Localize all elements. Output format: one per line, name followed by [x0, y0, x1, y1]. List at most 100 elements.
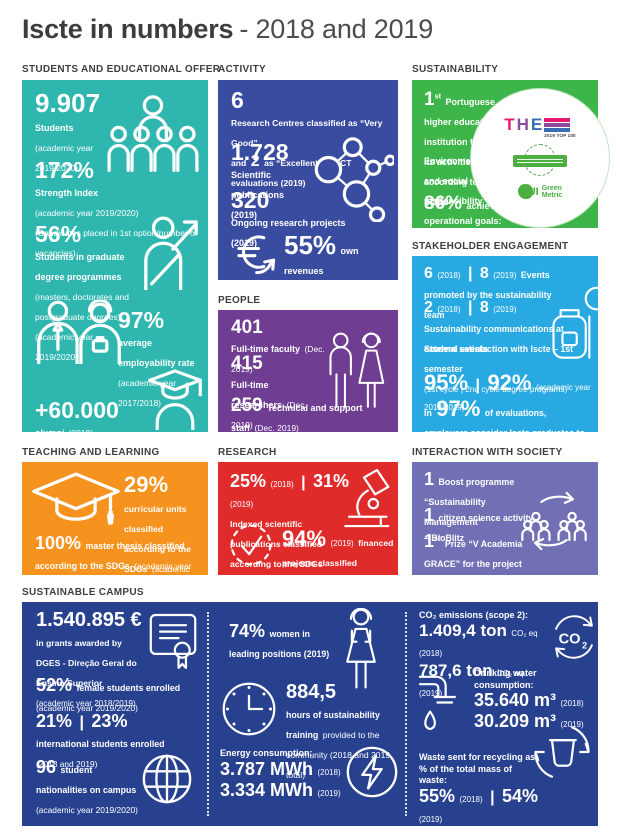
campus-nationalities: 96 student nationalities on campus (acad… — [36, 758, 138, 819]
globe-icon — [140, 752, 194, 806]
stat-label: Strength Index — [35, 188, 99, 199]
stat-note: (Dec. 2019) — [231, 399, 307, 430]
community-cycle-icon — [516, 490, 592, 552]
stat-text: Sustainability communications at externa… — [424, 324, 564, 354]
campus-co2: CO₂ emissions (scope 2): 1.409,4 ton CO₂… — [419, 610, 544, 702]
stat-note: (academic year 2018/2019) — [134, 561, 192, 571]
certificate-icon — [148, 610, 198, 670]
stat-value: 1 — [424, 89, 435, 110]
stat-label: alumni — [35, 428, 64, 432]
the-logo-bars: 2019 TOP 100 — [544, 118, 576, 138]
stat-label: Technical and support staff — [231, 403, 363, 432]
stat-note: (2018 and 2019) — [36, 759, 98, 769]
stat-value: 94% — [282, 526, 327, 551]
woman-icon — [340, 608, 382, 690]
campus-international-students: 21% | 23% international students enrolle… — [36, 711, 165, 769]
interaction-section-label: INTERACTION WITH SOCIETY — [412, 447, 563, 458]
greenmetric-word2: Metric — [541, 191, 563, 199]
stat-text: Indexed scientific publications classifi… — [230, 519, 323, 569]
stat-label: own revenues — [284, 246, 359, 276]
stat-value: 86% — [424, 193, 463, 214]
stat-value: 97% — [436, 396, 481, 421]
students-stat: 56% Students in graduate degree programm… — [35, 222, 135, 366]
stat-label: curricular units classified according to… — [124, 504, 191, 574]
stat-text: Portuguese higher education institution … — [424, 97, 515, 207]
the-letter-h: H — [516, 115, 529, 134]
stat-label: Students in graduate degree programmes — [35, 252, 125, 283]
stat-n1: (2018) — [437, 305, 461, 314]
stat-label: master thesis classified according to th… — [35, 541, 185, 571]
stat-pre: In — [424, 408, 432, 418]
stat-value: 29% — [124, 472, 169, 497]
stat-value: 100% — [35, 533, 82, 553]
stat-label: female students enrolled — [76, 683, 181, 693]
stat-value: 320 — [231, 187, 270, 213]
stat-title2: % of the total mass of waste: — [419, 763, 513, 786]
stat-value2: 2 — [250, 153, 260, 171]
campus-water: Drinking water consumption: 35.640 m³ (2… — [474, 668, 598, 733]
stat-label: student nationalities on campus — [36, 765, 137, 795]
stat-note: (1st cycle | 2nd cycle degree programs) — [424, 385, 568, 394]
teaching-stat: 100% master thesis classified according … — [35, 534, 203, 575]
euro-revenue-icon — [228, 228, 280, 278]
the-letter-t: T — [504, 115, 515, 134]
stat-note: (academic year 2017/2018) — [118, 378, 177, 409]
sustainability-achieved: 86% achieved — [424, 194, 534, 215]
stat-value: +60.000 — [35, 397, 119, 423]
stat-v2: 92% — [487, 370, 532, 395]
stat-v2: 54% — [502, 786, 539, 807]
recycle-cup-icon — [530, 720, 594, 784]
stat-text: financed projects classified according t… — [282, 538, 394, 568]
stat-ordinal: st — [434, 533, 441, 543]
stakeholder-stat: 2 (2018) | 8 (2019) Sustainability commu… — [424, 299, 564, 354]
stat-note: (masters, doctorates and postgraduate de… — [35, 292, 130, 323]
activity-stat: 320 Ongoing research projects (2019) — [231, 188, 351, 252]
stat-note: (academic year 2019/2020) — [151, 565, 190, 574]
students-group-icon — [104, 94, 202, 178]
sustainability-goals: Environmental and social responsibility … — [424, 150, 504, 230]
stat-n1: (2018) — [560, 699, 584, 709]
stat-value: 884,5 — [286, 681, 337, 703]
stat-label: average employability rate — [118, 338, 195, 369]
stat-note: (Dec. 2019) — [231, 343, 325, 374]
stat-value: 172% — [35, 157, 94, 183]
people-stat: 401 Full-time faculty (Dec. 2019) — [231, 318, 331, 378]
stat-value: 97% — [118, 307, 165, 333]
the-impact-rankings-logo: T H E 2019 TOP 100 — [504, 115, 576, 138]
sustainability-stat: 1st Portuguese higher education institut… — [424, 90, 518, 211]
stat-value: 1.728 — [231, 139, 289, 165]
stat-title: Drinking water consumption: — [474, 668, 537, 690]
co2-icon: CO 2 — [548, 612, 598, 662]
greenmetric-ui: UI — [527, 185, 539, 198]
stat-v2: 23% — [91, 711, 128, 731]
stat-note: (academic year 2019/2020) — [35, 143, 94, 174]
page-title: Iscte in numbers - 2018 and 2019 — [22, 14, 433, 45]
graduate-cap-person-icon — [146, 368, 204, 430]
stat-note: (2019) — [330, 539, 354, 548]
stat-v2: 787,6 ton — [419, 660, 493, 680]
activity-stat: 1.728 Scientific publications (2019) — [231, 140, 311, 224]
stat-n2: (2019) — [560, 720, 584, 730]
stat-value: 1 — [424, 505, 435, 525]
backpack-person-icon — [546, 286, 598, 372]
microscope-icon — [336, 468, 392, 530]
activity-stat: 55% own revenues (academic year 2019/202… — [284, 231, 390, 280]
stat-label: Full-time researchers — [231, 379, 283, 410]
research-stat: 94% (2019) financed projects classified … — [282, 528, 394, 575]
clock-icon — [220, 680, 278, 738]
lightning-icon — [344, 744, 400, 800]
teaching-section-label: TEACHING AND LEARNING — [22, 447, 160, 458]
stat-v1: 35.640 m³ — [474, 690, 557, 711]
awards-circle: T H E 2019 TOP 100 UI Green Met — [470, 88, 610, 228]
campus-waste: Waste sent for recycling as % of the tot… — [419, 752, 541, 826]
column-divider — [207, 612, 209, 816]
stat-pre: and — [231, 158, 247, 169]
stat-value: 401 — [231, 317, 263, 338]
stat-label: Scientific publications (2019) — [231, 170, 285, 221]
stat-value: 1 — [424, 531, 435, 551]
interaction-stat: 1 citizen science activity – BioBlitz — [424, 506, 536, 547]
stat-label: international students enrolled — [36, 739, 165, 749]
stat-text: Prize “V Academia GRACE” for the project… — [424, 539, 523, 569]
stat-note: (academic year 2019/2020) — [36, 703, 138, 713]
